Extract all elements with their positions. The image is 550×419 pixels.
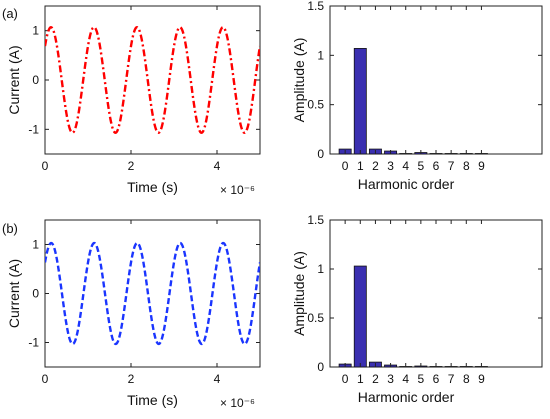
y-axis-label: Current (A) xyxy=(6,45,22,114)
panel-label-a: (a) xyxy=(2,6,18,21)
x-tick-label: 3 xyxy=(387,159,394,173)
x-tick-label: 5 xyxy=(418,159,425,173)
x-tick-label: 2 xyxy=(372,372,379,386)
x-axis-label: Harmonic order xyxy=(358,176,455,192)
x-axis-label: Harmonic order xyxy=(358,389,455,405)
x-tick-label: 0 xyxy=(42,372,49,386)
y-tick-label: -1 xyxy=(28,336,39,350)
x-tick-label: 0 xyxy=(342,159,349,173)
y-axis-label: Amplitude (A) xyxy=(291,251,307,336)
x-tick-label: 2 xyxy=(372,159,379,173)
x-tick-label: 0 xyxy=(342,372,349,386)
x-tick-label: 2 xyxy=(128,372,135,386)
y-tick-label: 0 xyxy=(32,287,39,301)
x-tick-label: 2 xyxy=(128,159,135,173)
y-tick-label: -1 xyxy=(28,122,39,136)
y-tick-label: 0 xyxy=(317,147,324,161)
x-tick-label: 6 xyxy=(433,372,440,386)
x-multiplier-label: × 10⁻⁶ xyxy=(220,396,255,410)
x-axis-label: Time (s) xyxy=(127,392,178,408)
x-tick-label: 1 xyxy=(357,372,364,386)
x-tick-label: 1 xyxy=(357,159,364,173)
y-axis-label: Amplitude (A) xyxy=(291,38,307,123)
x-tick-label: 3 xyxy=(387,372,394,386)
x-tick-label: 7 xyxy=(448,159,455,173)
x-tick-label: 8 xyxy=(463,372,470,386)
x-tick-label: 5 xyxy=(418,372,425,386)
y-tick-label: 1 xyxy=(32,238,39,252)
panel-label-b: (b) xyxy=(2,221,18,236)
y-tick-label: 1.5 xyxy=(307,213,324,227)
y-tick-label: 0.5 xyxy=(307,98,324,112)
y-tick-label: 1.5 xyxy=(307,0,324,13)
current-waveform-series xyxy=(45,241,260,346)
axes-frame-2 xyxy=(44,219,261,368)
x-tick-label: 9 xyxy=(478,159,485,173)
harmonic-bar-1 xyxy=(353,265,367,368)
current-waveform-series xyxy=(45,25,260,135)
x-tick-label: 4 xyxy=(214,159,221,173)
harmonic-bar-1 xyxy=(353,48,367,155)
y-tick-label: 0 xyxy=(32,73,39,87)
y-tick-label: 1 xyxy=(317,48,324,62)
y-tick-label: 1 xyxy=(32,24,39,38)
x-tick-label: 4 xyxy=(402,372,409,386)
x-multiplier-label: × 10⁻⁶ xyxy=(220,183,255,197)
x-tick-label: 0 xyxy=(42,159,49,173)
y-tick-label: 0.5 xyxy=(307,311,324,325)
x-tick-label: 9 xyxy=(478,372,485,386)
y-axis-label: Current (A) xyxy=(6,259,22,328)
x-tick-label: 8 xyxy=(463,159,470,173)
axes-frame-0 xyxy=(44,5,261,155)
x-tick-label: 4 xyxy=(402,159,409,173)
x-tick-label: 4 xyxy=(214,372,221,386)
y-tick-label: 1 xyxy=(317,262,324,276)
x-tick-label: 7 xyxy=(448,372,455,386)
x-tick-label: 6 xyxy=(433,159,440,173)
x-axis-label: Time (s) xyxy=(127,179,178,195)
y-tick-label: 0 xyxy=(317,360,324,374)
